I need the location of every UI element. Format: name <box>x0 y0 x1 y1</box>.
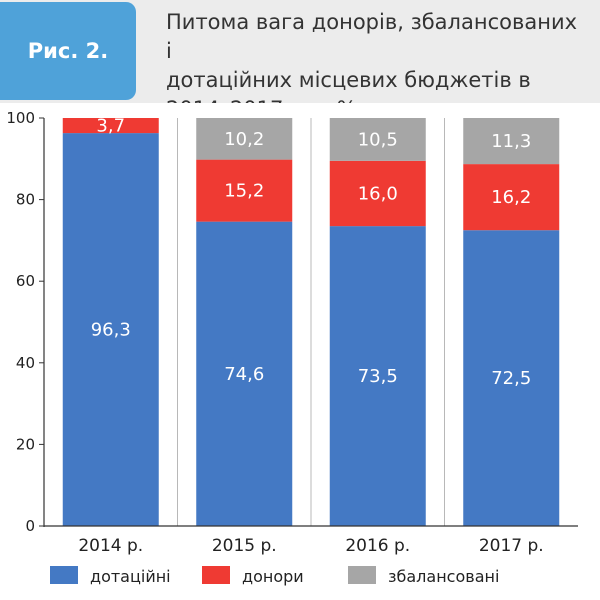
bar-segment-2-2 <box>196 159 293 222</box>
figure-label-badge: Рис. 2. <box>0 2 136 100</box>
figure-header: Рис. 2. Питома вага донорів, збалансован… <box>0 0 600 121</box>
bar-data-label: 10,2 <box>224 129 264 150</box>
bar-data-label: 3,7 <box>96 116 125 137</box>
bar-segment-2-3 <box>329 160 426 227</box>
legend-label-2: донори <box>242 567 304 586</box>
chart-title-line-2: дотаційних місцевих бюджетів в <box>166 68 531 92</box>
bar-segment-1-2 <box>196 221 293 526</box>
bar-data-label: 16,2 <box>491 187 531 208</box>
legend-swatch-3 <box>348 566 376 584</box>
x-tick-label: 2015 р. <box>212 536 277 556</box>
y-tick-label: 100 <box>6 109 35 127</box>
bar-segment-3-3 <box>329 118 426 161</box>
bar-segment-2-1 <box>62 118 159 134</box>
bar-data-label: 74,6 <box>224 364 264 385</box>
y-tick-label: 60 <box>16 272 35 290</box>
bar-segment-2-4 <box>463 164 560 231</box>
chart-title-line-1: Питома вага донорів, збалансованих і <box>166 10 578 63</box>
bar-data-label: 11,3 <box>491 131 531 152</box>
bar-segment-3-2 <box>196 118 293 160</box>
bar-data-label: 72,5 <box>491 368 531 389</box>
y-tick-label: 40 <box>16 354 35 372</box>
x-tick-label: 2016 р. <box>345 536 410 556</box>
legend-label-3: збалансовані <box>388 567 499 586</box>
bar-data-label: 73,5 <box>358 366 398 387</box>
y-tick-label: 0 <box>25 517 35 535</box>
bar-data-label: 10,5 <box>358 129 398 150</box>
bar-segment-1-4 <box>463 230 560 526</box>
chart-title: Питома вага донорів, збалансованих і дот… <box>166 8 586 124</box>
legend-swatch-2 <box>202 566 230 584</box>
bar-data-label: 16,0 <box>358 183 398 204</box>
y-tick-label: 20 <box>16 435 35 453</box>
bar-segment-1-3 <box>329 226 426 526</box>
x-tick-label: 2014 р. <box>78 536 143 556</box>
bar-segment-3-4 <box>463 118 560 165</box>
x-tick-label: 2017 р. <box>479 536 544 556</box>
legend-swatch-1 <box>50 566 78 584</box>
legend-label-1: дотаційні <box>90 567 171 586</box>
bar-data-label: 96,3 <box>91 320 131 341</box>
bar-data-label: 15,2 <box>224 181 264 202</box>
bar-segment-1-1 <box>62 133 159 526</box>
y-tick-label: 80 <box>16 191 35 209</box>
